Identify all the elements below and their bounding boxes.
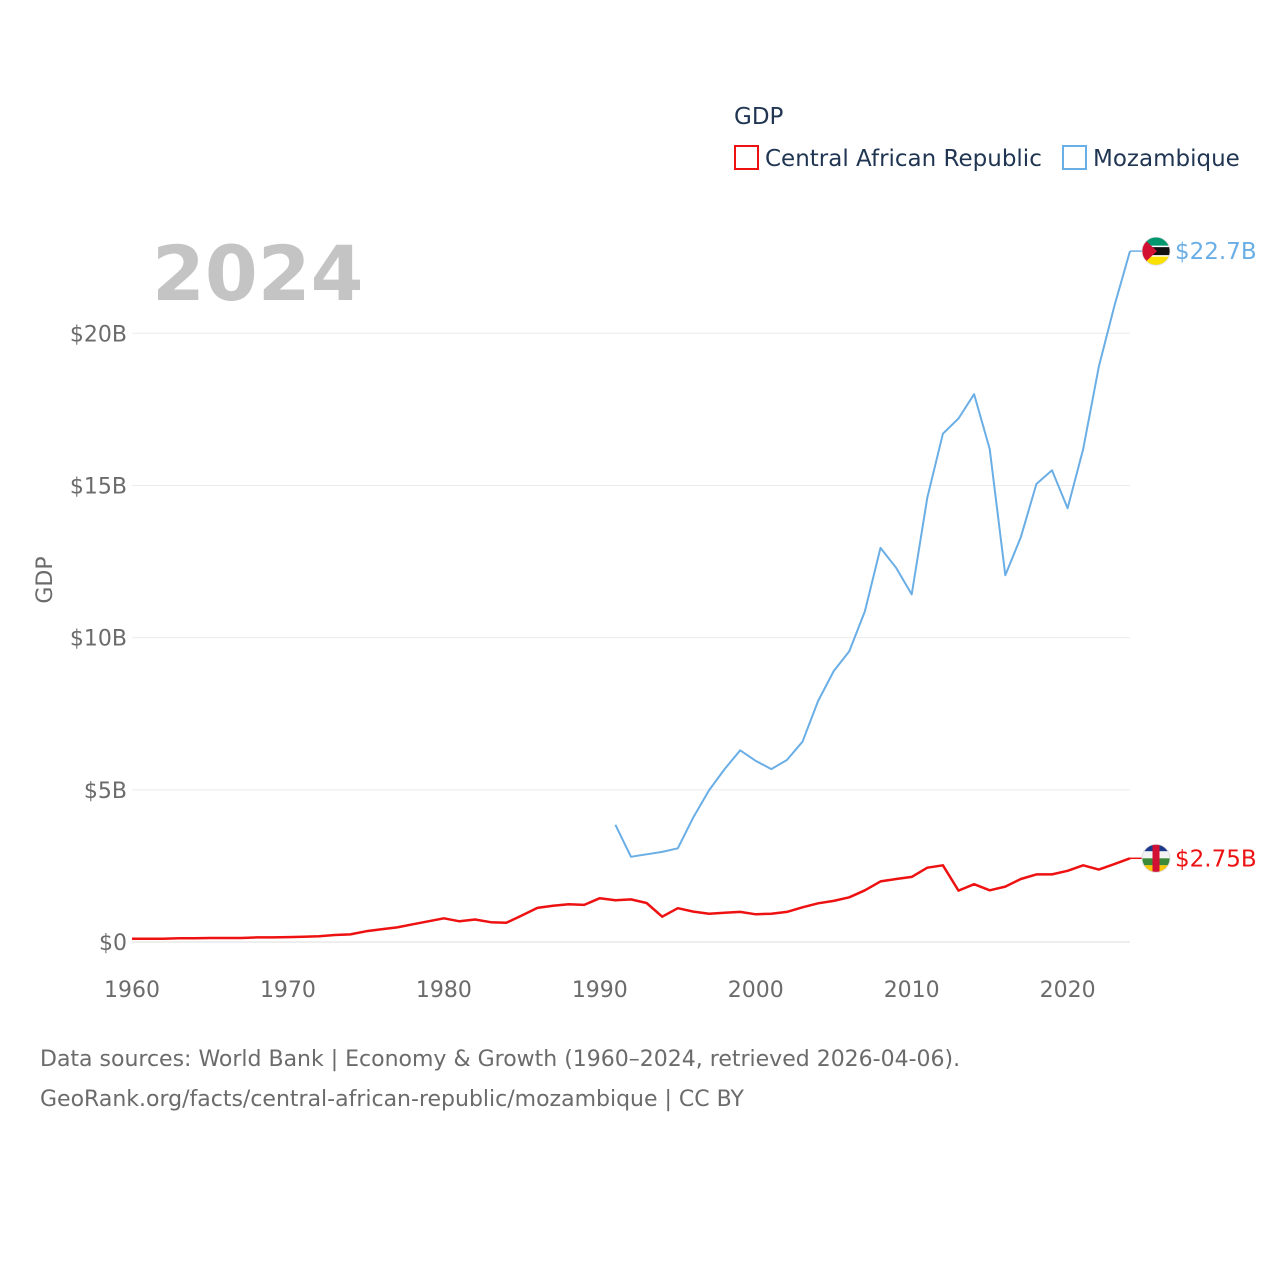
legend-label-mozambique[interactable]: Mozambique — [1093, 146, 1240, 172]
y-axis-label: GDP — [33, 556, 58, 603]
x-tick-label: 1970 — [260, 978, 316, 1003]
y-tick-label: $20B — [70, 322, 127, 347]
highlight-year: 2024 — [152, 229, 364, 318]
legend-swatch-mozambique[interactable] — [1062, 145, 1087, 170]
y-axis-ticks: $0 $5B $10B $15B $20B — [70, 322, 127, 956]
series-line-central-african-republic[interactable] — [132, 857, 1131, 940]
x-tick-label: 2010 — [884, 978, 940, 1003]
footer-link[interactable]: GeoRank.org/facts/central-african-republ… — [40, 1087, 744, 1112]
series-line-mozambique[interactable] — [614, 250, 1131, 858]
source-footer: Data sources: World Bank | Economy & Gro… — [40, 1040, 960, 1120]
x-tick-label: 1960 — [104, 978, 160, 1003]
legend-label-central-african-republic[interactable]: Central African Republic — [765, 146, 1042, 172]
x-tick-label: 2020 — [1040, 978, 1096, 1003]
y-tick-label: $10B — [70, 627, 127, 652]
footer-sources: Data sources: World Bank | Economy & Gro… — [40, 1047, 961, 1072]
x-tick-label: 2000 — [728, 978, 784, 1003]
y-tick-label: $0 — [99, 931, 127, 956]
series-end-markers: $2.75B $22.7B — [1130, 236, 1257, 873]
x-tick-label: 1980 — [416, 978, 472, 1003]
mozambique-flag-icon — [1141, 236, 1171, 266]
y-tick-label: $15B — [70, 474, 127, 499]
series-lines — [132, 250, 1131, 940]
central-african-republic-flag-icon — [1141, 843, 1171, 873]
legend: GDP Central African Republic Mozambique — [734, 104, 1240, 172]
legend-title: GDP — [734, 104, 784, 130]
end-value-label-mozambique: $22.7B — [1175, 239, 1257, 265]
end-value-label-central-african-republic: $2.75B — [1175, 846, 1257, 872]
legend-swatch-central-african-republic[interactable] — [734, 145, 759, 170]
x-axis-ticks: 1960 1970 1980 1990 2000 2010 2020 — [104, 978, 1096, 1003]
x-tick-label: 1990 — [572, 978, 628, 1003]
y-gridlines — [132, 332, 1130, 943]
gdp-line-chart: 2024 $0 $5B $10B $15B $20B 1960 1970 1980 1990 2… — [33, 104, 1257, 1003]
y-tick-label: $5B — [84, 779, 127, 804]
